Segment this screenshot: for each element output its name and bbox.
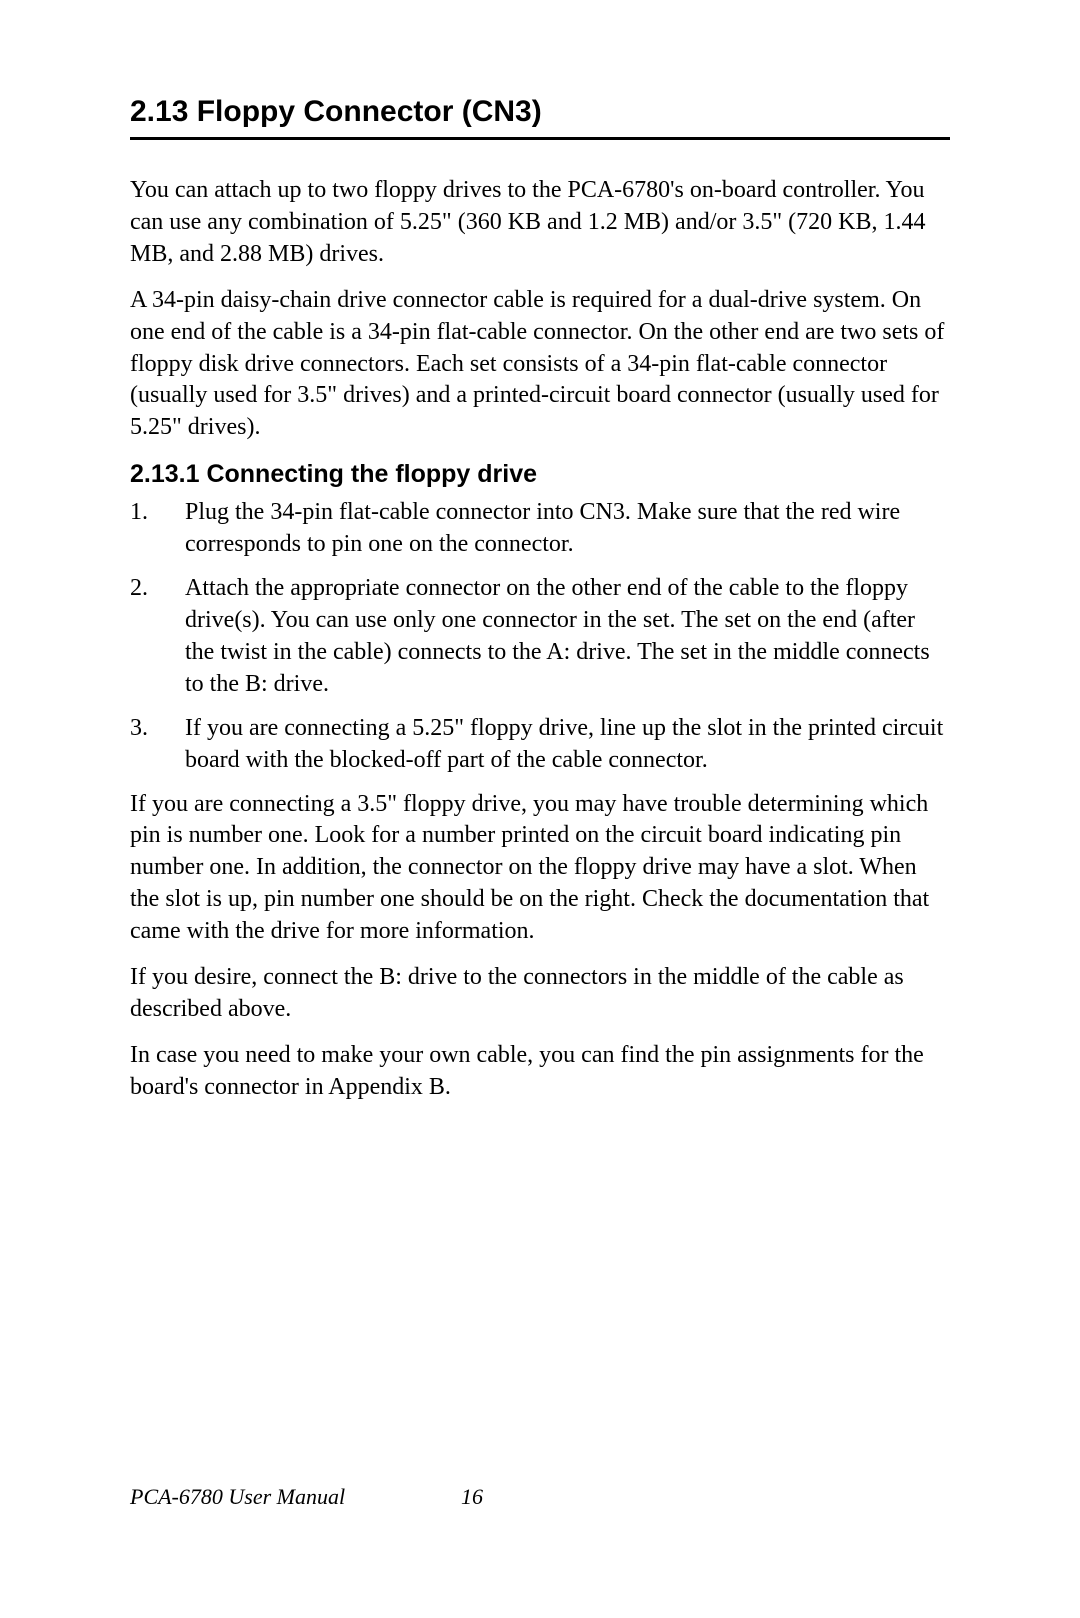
list-item: Attach the appropriate connector on the … — [130, 573, 950, 701]
list-item: Plug the 34-pin flat-cable connector int… — [130, 497, 950, 561]
body-paragraph: You can attach up to two floppy drives t… — [130, 175, 950, 271]
body-paragraph: If you are connecting a 3.5" floppy driv… — [130, 789, 950, 949]
subsection-heading: 2.13.1 Connecting the floppy drive — [130, 460, 950, 489]
section-heading: 2.13 Floppy Connector (CN3) — [130, 95, 950, 140]
body-paragraph: A 34-pin daisy-chain drive connector cab… — [130, 285, 950, 445]
page-footer: PCA-6780 User Manual 16 — [130, 1484, 950, 1510]
list-item: If you are connecting a 5.25" floppy dri… — [130, 713, 950, 777]
steps-list: Plug the 34-pin flat-cable connector int… — [130, 497, 950, 776]
body-paragraph: If you desire, connect the B: drive to t… — [130, 962, 950, 1026]
body-paragraph: In case you need to make your own cable,… — [130, 1040, 950, 1104]
footer-title: PCA-6780 User Manual — [130, 1484, 345, 1510]
footer-page-number: 16 — [461, 1484, 483, 1510]
